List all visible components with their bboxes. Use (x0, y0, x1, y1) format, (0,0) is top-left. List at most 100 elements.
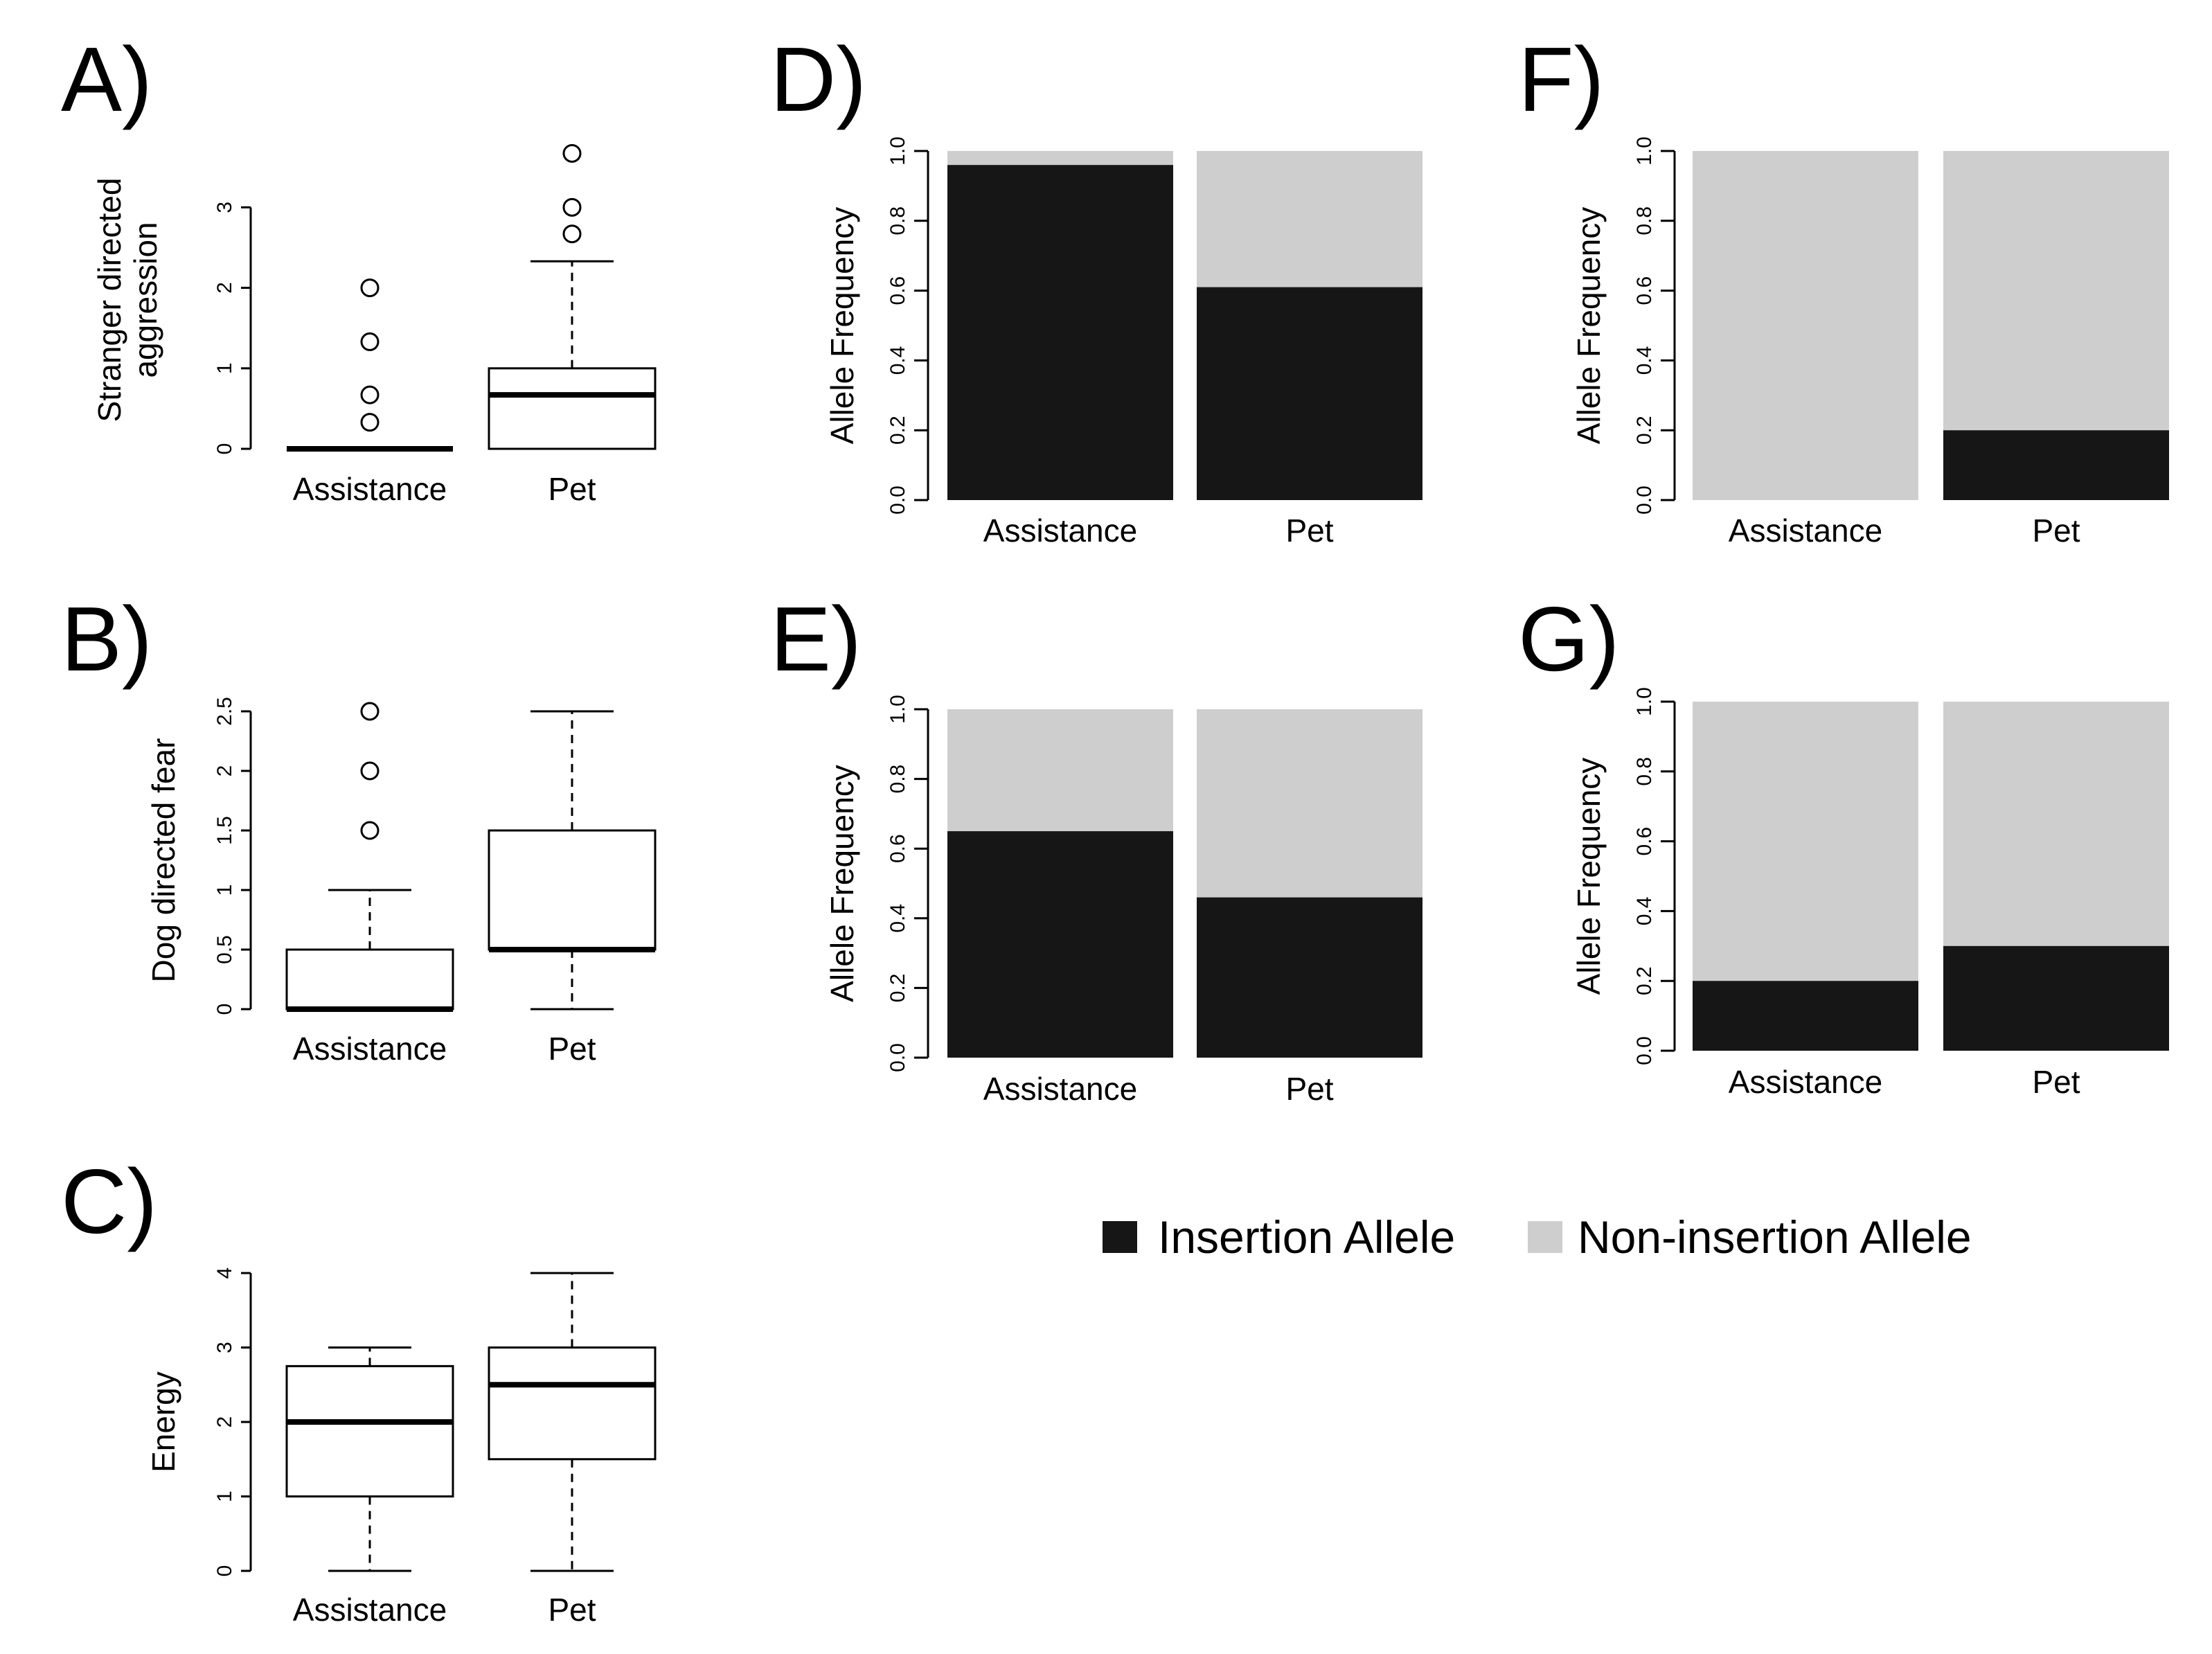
bar-insertion-pet (1197, 287, 1422, 500)
outlier-point (360, 821, 380, 840)
bar-insertion-assistance (947, 831, 1173, 1058)
bar-insertion-assistance (947, 165, 1173, 500)
y-tick-label: 0.0 (886, 1043, 909, 1072)
y-tick-label: 0 (213, 443, 236, 455)
panel-label: B) (61, 588, 152, 690)
legend-label: Non-insertion Allele (1578, 1211, 1972, 1263)
outlier-point (360, 385, 380, 404)
y-tick-label: 0.8 (1633, 206, 1656, 235)
y-axis-title: Dog directed fear (145, 738, 181, 983)
y-tick-label: 0.8 (886, 765, 909, 794)
x-category-label: Pet (2032, 1064, 2080, 1100)
y-tick-label: 0.6 (1633, 276, 1656, 305)
y-tick-label: 0.4 (1633, 346, 1656, 375)
y-tick-label: 2 (213, 282, 236, 294)
box-assistance (287, 278, 453, 452)
x-category-label: Pet (2032, 513, 2080, 549)
outlier-point (562, 224, 582, 244)
y-axis-title: Stranger directed (91, 178, 127, 423)
legend-label: Insertion Allele (1158, 1211, 1455, 1263)
y-tick-label: 2 (213, 765, 236, 777)
y-tick-label: 0.2 (1633, 416, 1656, 445)
x-category-label: Assistance (1729, 1064, 1882, 1100)
y-tick-label: 0.8 (1633, 757, 1656, 786)
legend-swatch-insertion (1103, 1221, 1137, 1253)
bar-insertion-pet (1943, 430, 2169, 500)
y-tick-label: 0.0 (1633, 1036, 1656, 1065)
y-tick-label: 0.0 (1633, 486, 1656, 515)
box-assistance (285, 1346, 454, 1572)
box-assistance (285, 702, 454, 1012)
y-tick-label: 1.0 (1633, 687, 1656, 716)
y-tick-label: 1.0 (886, 695, 909, 724)
legend-swatch-non-insertion (1528, 1221, 1562, 1253)
panel-f: F) 0.0 0.2 0.4 0.6 0.8 1.0 Allele Frequency Assi… (1518, 28, 2169, 549)
outlier-point (360, 413, 380, 432)
y-tick-label: 2 (213, 1416, 236, 1428)
bar-non-insertion-pet (1197, 151, 1422, 287)
y-axis-title: Allele Frequency (824, 765, 860, 1002)
x-category-label: Assistance (293, 471, 447, 507)
outlier-point (562, 143, 582, 163)
legend: Insertion Allele Non-insertion Allele (1103, 1211, 1972, 1263)
y-tick-label: 0.4 (886, 904, 909, 933)
panel-d: D) 0.0 0.2 0.4 0.6 0.8 1.0 Allele Frequency Assi… (770, 28, 1422, 549)
x-category-label: Assistance (983, 513, 1137, 549)
panel-g: G) 0.0 0.2 0.4 0.6 0.8 1.0 Allele Frequency Assi… (1518, 588, 2169, 1100)
bar-non-insertion-assistance (947, 709, 1173, 832)
box-iqr (285, 948, 454, 1011)
y-tick-label: 0.8 (886, 206, 909, 235)
bar-non-insertion-assistance (1693, 151, 1918, 500)
y-tick-label: 0.0 (886, 486, 909, 515)
y-tick-label: 0.2 (886, 974, 909, 1003)
y-tick-label: 0.2 (886, 416, 909, 445)
panel-e: E) 0.0 0.2 0.4 0.6 0.8 1.0 Allele Frequency Assi… (770, 588, 1422, 1107)
y-tick-label: 2.5 (213, 697, 236, 726)
y-tick-label: 1.0 (886, 136, 909, 166)
bar-non-insertion-pet (1943, 151, 2169, 431)
y-axis-title: Allele Frequency (1571, 758, 1607, 995)
x-category-label: Pet (548, 471, 596, 507)
y-axis-title: Allele Frequency (1571, 207, 1607, 445)
x-category-label: Pet (1285, 1071, 1333, 1107)
bar-non-insertion-pet (1943, 702, 2169, 946)
panel-a: A) 0 1 2 3 Stranger directed aggression Assista… (61, 28, 657, 507)
y-tick-label: 0.6 (886, 276, 909, 305)
box-iqr (488, 1346, 657, 1461)
y-tick-label: 0.2 (1633, 966, 1656, 995)
y-axis-title: Energy (145, 1371, 181, 1473)
y-tick-label: 0 (213, 1004, 236, 1015)
y-tick-label: 0.6 (1633, 827, 1656, 856)
panel-label: A) (61, 28, 152, 130)
y-tick-label: 1.0 (1633, 136, 1656, 166)
y-tick-label: 3 (213, 1342, 236, 1353)
y-tick-label: 0 (213, 1565, 236, 1577)
box-iqr (285, 1364, 454, 1497)
bar-non-insertion-assistance (947, 151, 1173, 166)
x-category-label: Pet (548, 1592, 596, 1628)
panel-b: B) 0 0.5 1 1.5 2 2.5 Dog directed fear Assistanc… (61, 588, 657, 1067)
x-category-label: Assistance (1729, 513, 1882, 549)
outlier-point (562, 197, 582, 217)
outlier-point (360, 332, 380, 351)
box-iqr (488, 367, 657, 450)
y-tick-label: 1 (213, 362, 236, 374)
x-category-label: Assistance (293, 1031, 447, 1067)
box-iqr (488, 829, 657, 951)
panel-label: F) (1518, 28, 1605, 130)
y-tick-label: 1 (213, 1491, 236, 1502)
panel-label: D) (770, 28, 866, 130)
y-tick-label: 0.5 (213, 935, 236, 964)
box-pet (488, 710, 657, 1011)
y-tick-label: 3 (213, 202, 236, 213)
outlier-point (360, 761, 380, 781)
panel-label: C) (61, 1150, 157, 1252)
y-tick-label: 1 (213, 884, 236, 896)
panel-label: E) (770, 588, 862, 690)
bar-non-insertion-assistance (1693, 702, 1918, 981)
outlier-point (360, 702, 380, 721)
x-category-label: Assistance (293, 1592, 447, 1628)
y-axis-title: aggression (127, 222, 163, 377)
panel-c: C) 0 1 2 3 4 Energy Assistance Pet (61, 1150, 657, 1628)
